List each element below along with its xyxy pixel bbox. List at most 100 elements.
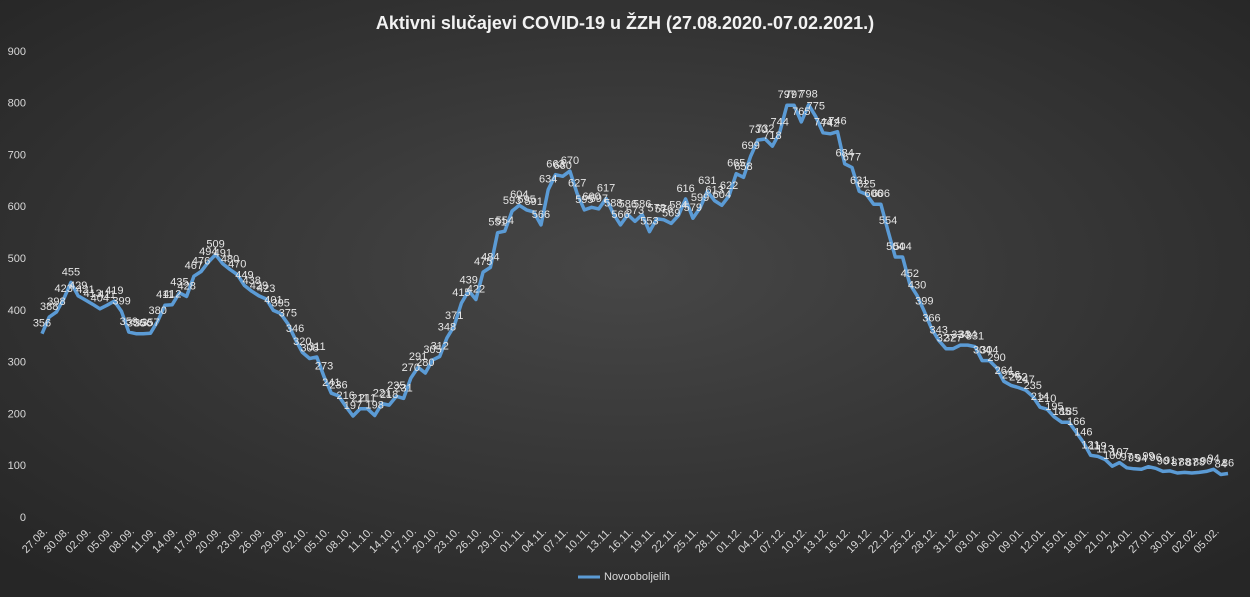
data-label: 327 <box>944 333 962 345</box>
y-tick-label: 0 <box>20 512 26 524</box>
data-label: 197 <box>344 400 362 412</box>
data-label: 553 <box>640 216 658 228</box>
data-label: 604 <box>510 189 528 201</box>
data-label: 600 <box>582 191 600 203</box>
data-label: 99 <box>1142 451 1154 463</box>
data-label: 576 <box>655 204 673 216</box>
data-label: 331 <box>966 331 984 343</box>
data-label: 264 <box>995 365 1013 377</box>
data-label: 166 <box>1067 416 1085 428</box>
data-label: 388 <box>40 301 58 313</box>
y-tick-label: 400 <box>8 305 26 317</box>
data-label: 90 <box>1200 455 1212 467</box>
data-label: 588 <box>604 197 622 209</box>
data-label: 334 <box>951 329 969 341</box>
data-label: 371 <box>445 310 463 322</box>
data-label: 597 <box>590 193 608 205</box>
data-label: 797 <box>778 89 796 101</box>
data-label: 401 <box>264 294 282 306</box>
data-label: 730 <box>749 124 767 136</box>
data-label: 235 <box>387 380 405 392</box>
data-label: 428 <box>177 280 195 292</box>
data-label: 210 <box>1038 393 1056 405</box>
data-label: 593 <box>503 195 521 207</box>
y-tick-label: 100 <box>8 460 26 472</box>
data-label: 195 <box>1045 401 1063 413</box>
data-label: 404 <box>91 293 109 305</box>
data-label: 96 <box>1150 452 1162 464</box>
data-label: 684 <box>836 148 854 160</box>
data-label: 214 <box>1031 391 1049 403</box>
data-label: 744 <box>770 117 788 129</box>
data-label: 270 <box>402 362 420 374</box>
y-tick-label: 300 <box>8 357 26 369</box>
data-label: 470 <box>228 259 246 271</box>
data-label: 343 <box>930 324 948 336</box>
data-label: 100 <box>1103 450 1121 462</box>
data-label: 94 <box>1135 453 1147 465</box>
data-label: 484 <box>481 251 499 263</box>
data-label: 449 <box>235 269 253 281</box>
y-tick-label: 700 <box>8 149 26 161</box>
data-label: 504 <box>886 241 904 253</box>
data-label: 380 <box>149 305 167 317</box>
data-label: 423 <box>55 283 73 295</box>
data-label: 422 <box>467 283 485 295</box>
data-label: 311 <box>308 341 326 353</box>
data-label: 308 <box>300 342 318 354</box>
data-label: 113 <box>1096 443 1114 455</box>
data-label: 211 <box>359 393 377 405</box>
data-label: 586 <box>619 198 637 210</box>
data-label: 429 <box>250 280 268 292</box>
data-label: 670 <box>561 155 579 167</box>
data-label: 419 <box>105 285 123 297</box>
data-label: 415 <box>452 287 470 299</box>
data-label: 616 <box>676 183 694 195</box>
data-label: 221 <box>373 387 391 399</box>
data-label: 746 <box>828 116 846 128</box>
data-label: 566 <box>532 209 550 221</box>
data-label: 357 <box>141 317 159 329</box>
data-label: 569 <box>662 207 680 219</box>
data-label: 663 <box>546 159 564 171</box>
data-label: 665 <box>727 158 745 170</box>
data-label: 320 <box>293 336 311 348</box>
data-label: 622 <box>720 180 738 192</box>
data-label: 146 <box>1074 426 1092 438</box>
data-label: 252 <box>1009 371 1027 383</box>
data-label: 412 <box>163 289 181 301</box>
data-label: 346 <box>286 323 304 335</box>
data-label: 273 <box>315 361 333 373</box>
data-label: 421 <box>76 284 94 296</box>
data-label: 509 <box>206 238 224 250</box>
data-label: 586 <box>633 198 651 210</box>
data-label: 411 <box>156 289 174 301</box>
data-label: 88 <box>1178 456 1190 468</box>
data-label: 256 <box>1002 369 1020 381</box>
data-label: 423 <box>257 283 275 295</box>
data-label: 247 <box>1016 374 1034 386</box>
data-label: 91 <box>1164 455 1176 467</box>
data-label: 595 <box>575 194 593 206</box>
data-label: 504 <box>893 241 911 253</box>
data-label: 658 <box>734 161 752 173</box>
data-label: 87 <box>1171 457 1183 469</box>
y-tick-label: 200 <box>8 408 26 420</box>
data-label: 699 <box>742 140 760 152</box>
data-label: 411 <box>98 289 116 301</box>
data-label: 399 <box>915 295 933 307</box>
data-label: 241 <box>322 377 340 389</box>
y-tick-label: 600 <box>8 201 26 213</box>
data-label: 198 <box>365 399 383 411</box>
data-label: 604 <box>713 189 731 201</box>
data-label: 554 <box>496 215 514 227</box>
data-label: 95 <box>1128 453 1140 465</box>
data-label: 480 <box>221 253 239 265</box>
data-label: 634 <box>539 174 557 186</box>
data-label: 121 <box>1081 439 1099 451</box>
y-tick-label: 900 <box>8 46 26 58</box>
data-label: 475 <box>474 256 492 268</box>
data-label: 797 <box>785 89 803 101</box>
data-label: 348 <box>438 322 456 334</box>
